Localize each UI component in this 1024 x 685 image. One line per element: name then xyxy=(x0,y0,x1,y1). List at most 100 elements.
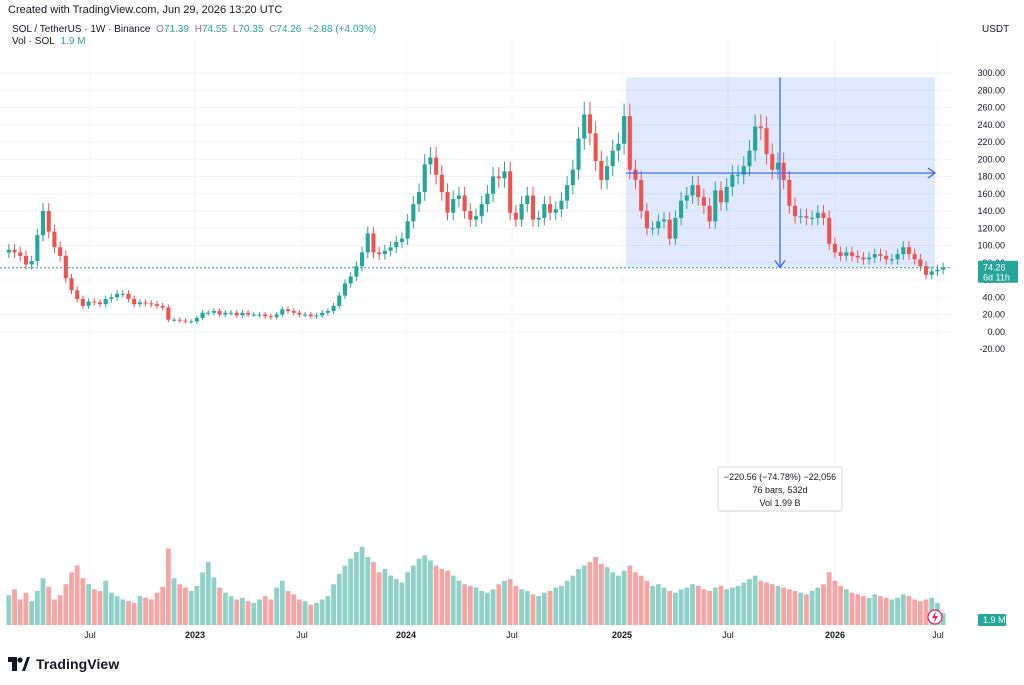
candle-body xyxy=(502,171,507,179)
candle-body xyxy=(434,157,439,175)
lightning-icon[interactable] xyxy=(927,609,943,625)
volume-bar xyxy=(353,551,359,625)
volume-bar xyxy=(530,594,536,625)
volume-bar xyxy=(285,591,291,625)
volume-bar xyxy=(240,597,245,625)
candle-body xyxy=(918,259,923,267)
candle-body xyxy=(673,217,678,239)
candle-body xyxy=(935,269,940,272)
candle-body xyxy=(126,293,131,299)
volume-bar xyxy=(342,565,348,625)
measure-bars-text: 76 bars, 532d xyxy=(752,485,807,495)
symbol-title[interactable]: SOL / TetherUS · 1W · Binance xyxy=(12,24,151,35)
candle-body xyxy=(314,315,319,317)
volume-bar xyxy=(336,574,342,625)
volume-bar xyxy=(177,584,183,625)
candle-body xyxy=(337,295,342,306)
volume-bar xyxy=(519,589,524,625)
candle-body xyxy=(143,302,148,304)
legend-change: +2.88 (+4.03%) xyxy=(307,24,377,35)
candle-body xyxy=(382,250,387,255)
candle-body xyxy=(365,233,370,253)
candle-body xyxy=(713,190,718,222)
candle-body xyxy=(787,179,792,206)
volume-bar xyxy=(428,560,433,625)
candle-body xyxy=(234,312,239,316)
volume-bar xyxy=(126,601,131,625)
candle-body xyxy=(696,185,701,198)
candle-body xyxy=(548,204,553,213)
candle-body xyxy=(542,204,547,218)
candle-body xyxy=(399,238,404,243)
candle-body xyxy=(109,297,114,299)
candle-body xyxy=(838,252,843,256)
candle-body xyxy=(97,302,103,305)
candle-body xyxy=(200,312,205,318)
volume-bar xyxy=(764,582,769,625)
candle-body xyxy=(331,305,336,312)
volume-bar xyxy=(872,594,878,625)
volume-bar xyxy=(587,562,593,625)
volume-bar xyxy=(729,587,735,625)
volume-bar xyxy=(137,596,143,625)
volume-bar xyxy=(502,580,507,625)
volume-bar xyxy=(667,591,673,625)
volume-bar xyxy=(217,587,223,625)
candle-body xyxy=(451,198,456,213)
volume-bar xyxy=(450,575,456,625)
volume-bar xyxy=(804,594,809,625)
candle-body xyxy=(308,314,313,317)
candle-body xyxy=(46,211,51,232)
candlestick-series xyxy=(6,101,946,324)
candle-body xyxy=(75,290,80,299)
candle-body xyxy=(468,211,473,220)
candle-body xyxy=(428,157,433,165)
volume-bar xyxy=(433,565,439,625)
candle-body xyxy=(872,254,877,258)
time-tick-label: Jul xyxy=(506,630,518,640)
volume-bar xyxy=(120,599,126,625)
price-tick-label: 0.00 xyxy=(987,327,1005,337)
legend-close: C74.26 xyxy=(269,24,302,35)
measure-right-arrowhead xyxy=(927,167,937,179)
candle-body xyxy=(491,176,496,194)
volume-bar xyxy=(200,572,205,625)
candle-body xyxy=(576,138,581,170)
volume-bar xyxy=(678,589,684,625)
volume-bar xyxy=(490,589,496,625)
price-tick-label: 20.00 xyxy=(982,310,1005,320)
volume-bar xyxy=(103,580,109,625)
candle-body xyxy=(895,254,900,260)
price-tick-label: 260.00 xyxy=(977,103,1005,113)
volume-legend-label[interactable]: Vol · SOL xyxy=(12,36,55,47)
time-axis[interactable]: Jul 2023 Jul 2024 Jul 2025 Jul 2026 Jul xyxy=(84,630,944,640)
measure-volume-text: Vol 1.99 B xyxy=(759,498,800,508)
candle-body xyxy=(63,255,68,279)
candle-body xyxy=(348,276,353,284)
candle-body xyxy=(456,195,461,199)
candle-body xyxy=(656,221,661,229)
currency-label[interactable]: USDT xyxy=(982,24,1010,35)
candle-body xyxy=(257,314,262,316)
candle-body xyxy=(342,283,348,296)
volume-bar xyxy=(160,586,166,625)
measure-change-text: −220.56 (−74.78%) −22,056 xyxy=(724,472,836,482)
volume-bar xyxy=(923,599,929,625)
price-tick-label: 280.00 xyxy=(977,85,1005,95)
volume-bar xyxy=(479,591,485,625)
volume-bar xyxy=(211,577,217,625)
candle-body xyxy=(394,242,399,248)
legend-high: H74.55 xyxy=(194,24,228,35)
candle-body xyxy=(736,174,741,176)
volume-bar xyxy=(148,599,154,625)
volume-bar xyxy=(91,589,97,625)
candle-body xyxy=(553,209,558,213)
candle-body xyxy=(360,252,365,267)
volume-bar xyxy=(80,578,86,625)
candle-body xyxy=(627,116,632,170)
price-axis[interactable]: 300.00 280.00 260.00 240.00 220.00 200.00 180.… xyxy=(977,68,1005,354)
tradingview-logo[interactable]: TradingView xyxy=(8,656,119,672)
candle-body xyxy=(479,204,484,217)
price-tick-label: -20.00 xyxy=(979,344,1005,354)
